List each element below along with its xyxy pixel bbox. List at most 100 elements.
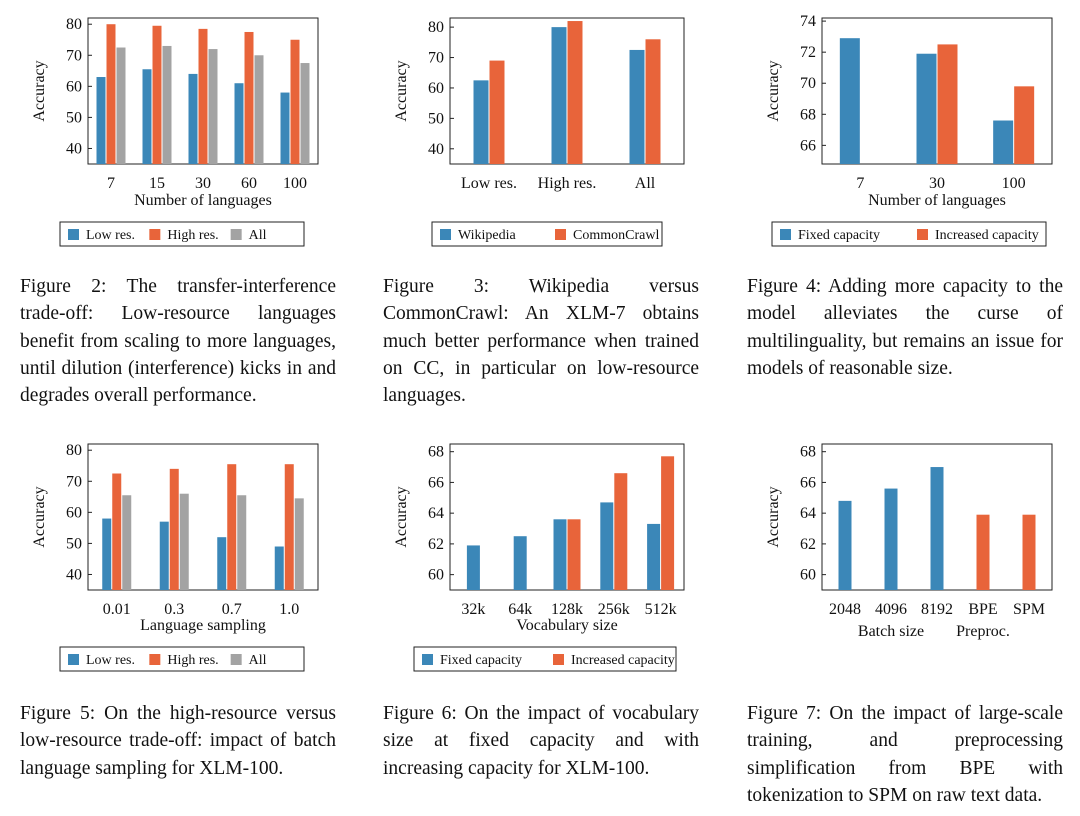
bar-fig6-fixed-capacity-512k <box>647 523 661 590</box>
x-tick-label: SPM <box>1013 601 1045 618</box>
legend-swatch <box>780 229 791 240</box>
legend-label: All <box>249 653 267 668</box>
chart-fig6: 60 62 64 66 68 Accuracy 32k 64k 128k 256k 512k Voca… <box>393 443 685 672</box>
legend-swatch <box>553 654 564 665</box>
legend-label: Low res. <box>86 653 135 668</box>
bar-fig4-fixed-capacity-30 <box>916 53 937 164</box>
x-axis-label: Language sampling <box>140 617 266 634</box>
y-tick-label: 66 <box>428 474 444 491</box>
x-tick-label: 100 <box>1002 175 1026 192</box>
bar-fig2-low-res--30 <box>188 73 198 164</box>
y-tick-label: 62 <box>800 536 816 553</box>
bar-fig2-high-res--15 <box>152 25 162 164</box>
legend-label: All <box>249 228 267 243</box>
y-tick-label: 60 <box>66 504 82 521</box>
x-tick-label: 32k <box>461 601 485 618</box>
y-tick-label: 70 <box>66 47 82 64</box>
legend-label: Increased capacity <box>571 653 675 668</box>
chart-fig7: 60 62 64 66 68 Accuracy 2048 4096 8192 BPE SPM Batc… <box>765 443 1053 640</box>
bar-fig2-low-res--100 <box>280 92 290 164</box>
legend-swatch <box>149 229 161 240</box>
y-tick-label: 60 <box>428 567 444 584</box>
bar-fig5-all-1-0 <box>294 498 304 590</box>
group-label-preproc: Preproc. <box>956 623 1010 640</box>
bar-fig5-high-res--0-7 <box>227 464 237 590</box>
bar-fig3-commoncrawl-high-res- <box>567 21 583 164</box>
legend <box>771 221 1047 247</box>
bar-fig4-fixed-capacity-100 <box>993 120 1014 164</box>
y-tick-label: 80 <box>428 19 444 36</box>
x-tick-label: Low res. <box>461 175 517 192</box>
chart-fig2: 40 50 60 70 80 Accuracy 7 15 30 60 100 Number of la… <box>31 16 319 247</box>
bar-fig2-high-res--30 <box>198 28 208 164</box>
bar-fig5-low-res--0-7 <box>217 537 227 590</box>
bar-fig7-series0-8192 <box>930 467 944 590</box>
bar-fig6-fixed-capacity-256k <box>600 502 614 590</box>
x-tick-label: 4096 <box>875 601 907 618</box>
x-tick-label: 15 <box>149 175 165 192</box>
bar-fig2-high-res--7 <box>106 24 116 164</box>
caption-fig6: Figure 6: On the impact of vocabulary si… <box>383 703 699 779</box>
x-tick-label: High res. <box>538 175 597 192</box>
x-tick-label: 0.7 <box>222 601 242 618</box>
bar-fig6-fixed-capacity-64k <box>513 536 527 590</box>
bar-fig3-wikipedia-all <box>629 49 645 164</box>
y-axis-label: Accuracy <box>393 60 410 121</box>
y-tick-label: 64 <box>800 505 816 522</box>
y-tick-label: 60 <box>428 80 444 97</box>
caption-fig3: Figure 3: Wikipedia versus CommonCrawl: … <box>383 276 699 407</box>
legend-swatch <box>230 654 242 665</box>
legend <box>431 221 663 247</box>
legend-swatch <box>149 654 161 665</box>
y-axis-label: Accuracy <box>393 486 410 547</box>
bar-fig6-increased-capacity-128k <box>567 519 581 590</box>
bar-fig4-increased-capacity-100 <box>1014 86 1035 164</box>
y-axis-label: Accuracy <box>765 486 782 547</box>
bar-fig5-all-0-7 <box>237 495 247 590</box>
legend-label: High res. <box>167 228 218 243</box>
plot-frame <box>449 17 685 165</box>
y-tick-label: 40 <box>428 141 444 158</box>
y-tick-label: 68 <box>800 106 816 123</box>
caption-fig2: Figure 2: The transfer-interference trad… <box>20 276 336 407</box>
bar-fig4-increased-capacity-30 <box>937 44 958 165</box>
bar-fig3-wikipedia-low-res- <box>473 80 489 164</box>
x-tick-label: 1.0 <box>279 601 299 618</box>
caption-fig4: Figure 4: Adding more capacity to the mo… <box>747 276 1063 379</box>
bar-fig2-all-7 <box>116 47 126 165</box>
legend-label: High res. <box>167 653 218 668</box>
chart-fig5: 40 50 60 70 80 Accuracy 0.01 0.3 0.7 1.0 Language … <box>31 442 319 672</box>
x-tick-label: 64k <box>508 601 532 618</box>
y-tick-label: 40 <box>66 140 82 157</box>
legend <box>59 221 305 247</box>
y-tick-label: 70 <box>428 50 444 67</box>
bar-fig2-low-res--60 <box>234 83 244 164</box>
legend <box>413 646 677 672</box>
x-tick-label: 60 <box>241 175 257 192</box>
y-tick-label: 80 <box>66 442 82 459</box>
caption-fig7: Figure 7: On the impact of large-scale t… <box>747 703 1063 806</box>
bar-fig5-all-0-01 <box>122 495 132 590</box>
legend-swatch <box>68 654 79 665</box>
bar-fig3-wikipedia-high-res- <box>551 27 567 164</box>
y-axis-label: Accuracy <box>765 60 782 121</box>
y-tick-label: 60 <box>800 567 816 584</box>
legend <box>59 646 305 672</box>
legend-label: Wikipedia <box>458 228 517 243</box>
plot-frame <box>821 17 1053 165</box>
bar-fig4-fixed-capacity-7 <box>839 38 860 164</box>
bar-fig5-high-res--0-01 <box>112 473 122 590</box>
bar-fig6-fixed-capacity-128k <box>553 519 567 590</box>
y-axis-label: Accuracy <box>31 60 48 121</box>
x-axis-label: Number of languages <box>868 192 1006 209</box>
y-tick-label: 70 <box>800 75 816 92</box>
y-tick-label: 66 <box>800 137 816 154</box>
bar-fig2-low-res--7 <box>96 77 106 164</box>
bar-fig6-increased-capacity-256k <box>614 473 628 590</box>
x-tick-label: 0.3 <box>164 601 184 618</box>
legend-label: Low res. <box>86 228 135 243</box>
group-label-batch-size: Batch size <box>858 623 924 640</box>
y-tick-label: 40 <box>66 566 82 583</box>
y-tick-label: 68 <box>800 444 816 461</box>
x-tick-label: 0.01 <box>103 601 131 618</box>
